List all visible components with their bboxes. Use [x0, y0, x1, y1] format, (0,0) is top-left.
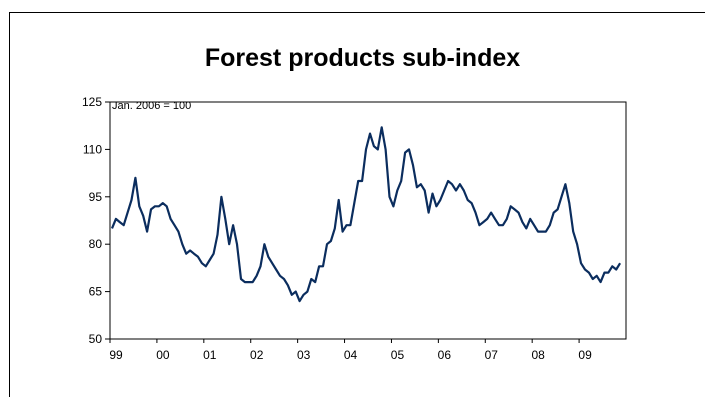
x-tick-label: 99 [109, 348, 123, 362]
plot-box [109, 101, 627, 340]
x-tick-label: 04 [344, 348, 358, 362]
x-tick-label: 03 [297, 348, 311, 362]
y-tick-label: 80 [89, 237, 103, 251]
frame-left-border [9, 12, 10, 397]
x-tick-label: 00 [156, 348, 170, 362]
frame-top-border [10, 12, 705, 13]
x-tick-label: 07 [485, 348, 499, 362]
y-tick-label: 95 [89, 190, 103, 204]
x-tick-label: 09 [578, 348, 592, 362]
y-tick-label: 125 [82, 95, 102, 109]
y-tick-label: 110 [83, 142, 102, 156]
x-tick-label: 01 [203, 348, 217, 362]
y-tick-label: 65 [89, 285, 103, 299]
series-line [110, 126, 622, 303]
x-tick-label: 06 [438, 348, 452, 362]
x-tick-label: 05 [391, 348, 405, 362]
y-axis-label: Jan. 2006 = 100 [112, 100, 192, 112]
x-tick-label: 08 [532, 348, 546, 362]
x-tick-label: 02 [250, 348, 264, 362]
chart-title: Forest products sub-index [204, 44, 521, 72]
y-tick-label: 50 [89, 332, 103, 346]
